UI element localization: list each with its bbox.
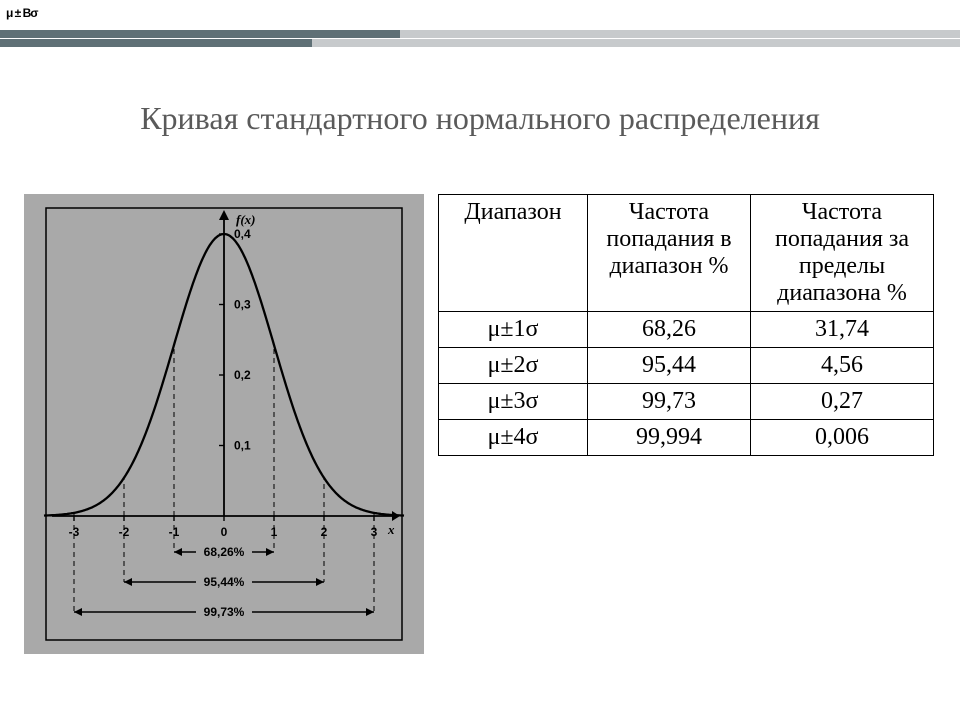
- col-outside: Частота попадания за пределы диапазона %: [751, 195, 934, 312]
- svg-text:0,2: 0,2: [234, 368, 251, 382]
- svg-text:0,3: 0,3: [234, 298, 251, 312]
- col-inside: Частота попадания в диапазон %: [588, 195, 751, 312]
- page-title: Кривая стандартного нормального распреде…: [0, 100, 960, 137]
- table-cell: 0,27: [751, 384, 934, 420]
- content-row: f(x)x0,10,20,30,4-3-2-1012368,26%95,44%9…: [24, 194, 936, 654]
- table-cell: 68,26: [588, 312, 751, 348]
- svg-text:0,1: 0,1: [234, 439, 251, 453]
- table-header-row: Диапазон Частота попадания в диапазон % …: [439, 195, 934, 312]
- table-cell: 31,74: [751, 312, 934, 348]
- table-cell: 99,73: [588, 384, 751, 420]
- table-cell: 99,994: [588, 420, 751, 456]
- chart-svg: f(x)x0,10,20,30,4-3-2-1012368,26%95,44%9…: [24, 194, 424, 654]
- svg-text:68,26%: 68,26%: [204, 545, 245, 559]
- table-row: μ±3σ99,730,27: [439, 384, 934, 420]
- svg-text:0: 0: [221, 525, 228, 539]
- table-row: μ±1σ68,2631,74: [439, 312, 934, 348]
- table-cell: μ±2σ: [439, 348, 588, 384]
- table-cell: μ±3σ: [439, 384, 588, 420]
- table-row: μ±4σ99,9940,006: [439, 420, 934, 456]
- table-cell: 95,44: [588, 348, 751, 384]
- header-rule: [0, 30, 960, 47]
- table-cell: μ±1σ: [439, 312, 588, 348]
- svg-text:f(x): f(x): [236, 212, 256, 227]
- svg-text:99,73%: 99,73%: [204, 605, 245, 619]
- table-cell: 0,006: [751, 420, 934, 456]
- table-row: μ±2σ95,444,56: [439, 348, 934, 384]
- table-cell: 4,56: [751, 348, 934, 384]
- normal-curve-chart: f(x)x0,10,20,30,4-3-2-1012368,26%95,44%9…: [24, 194, 424, 654]
- sigma-table: Диапазон Частота попадания в диапазон % …: [438, 194, 934, 456]
- corner-label: μ ± Bσ: [6, 6, 37, 20]
- svg-text:x: x: [387, 522, 395, 537]
- col-range: Диапазон: [439, 195, 588, 312]
- svg-text:0,4: 0,4: [234, 227, 251, 241]
- svg-text:95,44%: 95,44%: [204, 575, 245, 589]
- table-cell: μ±4σ: [439, 420, 588, 456]
